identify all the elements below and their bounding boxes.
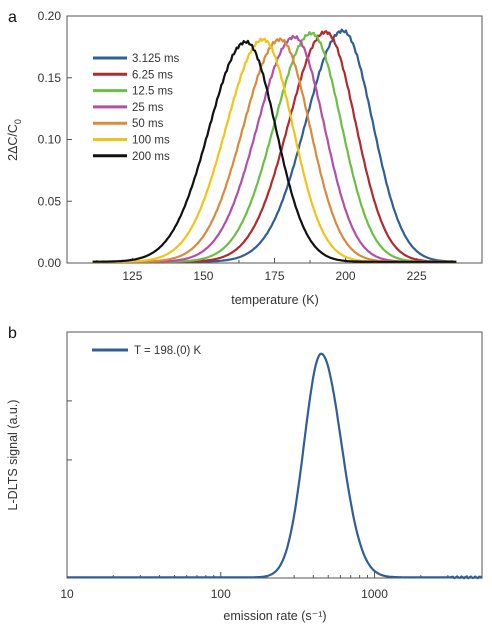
panel-a-curves xyxy=(92,28,457,263)
panel-a-y-tick-label: 0.15 xyxy=(38,71,62,85)
panel-a-y-tick-label: 0.00 xyxy=(38,256,62,270)
panel-a-legend-label: 200 ms xyxy=(132,151,170,163)
panel-a-y-axis-label: 2ΔC/C0 xyxy=(6,119,23,161)
panel-b-x-tick-label: 1000 xyxy=(361,587,388,601)
panel-a-legend-label: 3.125 ms xyxy=(132,53,180,65)
panel-a-y-tick-label: 0.05 xyxy=(38,194,62,208)
panel-a-legend: 3.125 ms 6.25 ms 12.5 ms 25 ms 50 ms 100 ms 20… xyxy=(93,53,180,163)
panel-a-legend-label: 25 ms xyxy=(132,102,164,114)
panel-b-letter: b xyxy=(8,325,17,342)
panel-a-legend-label: 100 ms xyxy=(132,135,170,147)
panel-a-legend-label: 6.25 ms xyxy=(132,69,173,81)
panel-b-legend-label: T = 198.(0) K xyxy=(134,345,202,357)
panel-a-y-ticks: 0.00 0.05 0.10 0.15 0.20 xyxy=(38,9,72,270)
panel-a-x-tick-label: 150 xyxy=(193,269,213,283)
panel-a-x-tick-label: 125 xyxy=(122,269,142,283)
panel-a-legend-label: 50 ms xyxy=(132,118,164,130)
panel-b-x-axis-label: emission rate (s⁻¹) xyxy=(223,609,326,623)
panel-a-y-tick-label: 0.10 xyxy=(38,133,62,147)
panel-b-x-tick-label: 100 xyxy=(211,587,231,601)
panel-a-y-axis-label-main: 2ΔC/C xyxy=(6,124,20,161)
panel-b-x-tick-label: 10 xyxy=(60,587,74,601)
panel-a-letter: a xyxy=(8,9,17,26)
panel-a-x-tick-label: 175 xyxy=(264,269,284,283)
panel-b-frame xyxy=(66,331,483,579)
panel-a-x-axis-label: temperature (K) xyxy=(231,293,319,307)
panel-b-y-ticks xyxy=(67,400,72,461)
panel-b-series-line xyxy=(67,352,483,580)
panel-a: a 125 150 175 200 225 0.00 0.05 0.10 0.15 0.20 3… xyxy=(6,9,483,307)
panel-b-curves xyxy=(67,352,483,580)
panel-b-y-axis-label: L-DLTS signal (a.u.) xyxy=(6,400,20,511)
panel-a-x-tick-label: 200 xyxy=(336,269,356,283)
panel-b: b 10 100 1000 T = 198.(0) K emission rate … xyxy=(6,325,483,623)
panel-a-y-tick-label: 0.20 xyxy=(38,9,62,23)
panel-b-legend: T = 198.(0) K xyxy=(92,345,202,357)
panel-a-y-axis-label-sub: 0 xyxy=(13,119,23,124)
panel-a-x-tick-label: 225 xyxy=(407,269,427,283)
panel-a-series-line xyxy=(92,39,457,263)
panel-a-legend-label: 12.5 ms xyxy=(132,86,173,98)
